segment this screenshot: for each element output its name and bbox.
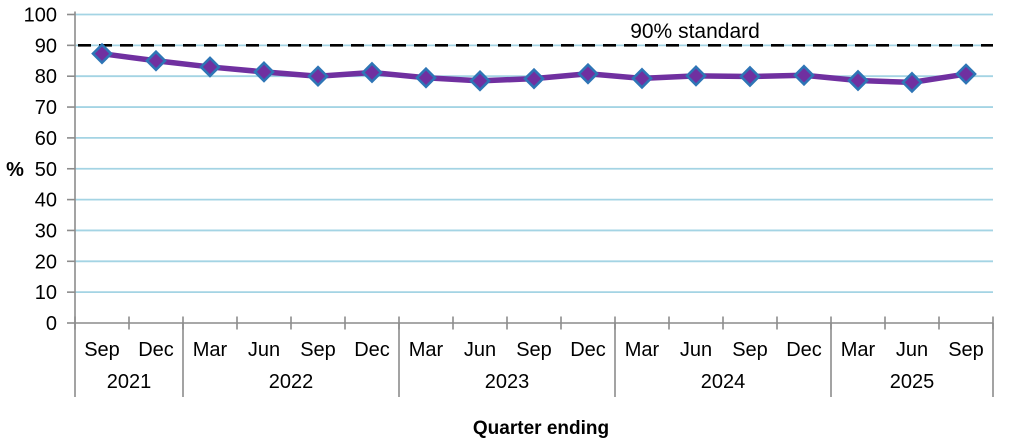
month-label: Jun <box>248 339 280 361</box>
y-tick-label: 30 <box>35 220 57 242</box>
y-tick-label: 80 <box>35 66 57 88</box>
month-label: Sep <box>732 339 768 361</box>
y-tick-label: 90 <box>35 35 57 57</box>
data-point-marker <box>199 56 221 78</box>
data-point-marker <box>253 61 275 83</box>
data-point-marker <box>901 71 923 94</box>
year-label: 2024 <box>701 371 746 393</box>
data-point-marker <box>793 64 815 87</box>
data-point-marker <box>469 69 491 92</box>
year-label: 2023 <box>485 371 530 393</box>
month-label: Dec <box>354 339 390 361</box>
month-label: Sep <box>84 339 120 361</box>
month-label: Sep <box>300 339 336 361</box>
y-tick-label: 50 <box>35 159 57 181</box>
y-tick-label: 10 <box>35 282 57 304</box>
month-label: Mar <box>625 339 660 361</box>
data-point-marker <box>361 61 383 84</box>
data-point-marker <box>145 49 167 72</box>
month-label: Dec <box>786 339 822 361</box>
month-label: Mar <box>193 339 228 361</box>
data-point-marker <box>415 66 437 89</box>
x-axis-title: Quarter ending <box>472 418 610 439</box>
y-tick-label: 40 <box>35 190 57 212</box>
data-point-marker <box>91 42 113 65</box>
month-label: Dec <box>570 339 606 361</box>
data-point-marker <box>307 65 329 88</box>
data-point-marker <box>631 67 653 90</box>
data-point-marker <box>739 65 761 88</box>
month-label: Mar <box>841 339 876 361</box>
reference-line-label: 90% standard <box>630 20 760 43</box>
month-label: Jun <box>896 339 928 361</box>
y-tick-label: 60 <box>35 128 57 150</box>
y-axis-title: % <box>6 159 24 181</box>
y-tick-label: 0 <box>46 313 57 335</box>
month-label: Sep <box>948 339 984 361</box>
data-point-marker <box>523 67 545 90</box>
y-tick-label: 20 <box>35 251 57 273</box>
year-label: 2021 <box>107 371 152 393</box>
data-point-marker <box>685 65 707 87</box>
y-tick-label: 100 <box>24 5 57 27</box>
data-point-marker <box>847 69 869 92</box>
data-point-marker <box>955 63 977 85</box>
y-tick-label: 70 <box>35 97 57 119</box>
month-label: Jun <box>464 339 496 361</box>
month-label: Mar <box>409 339 444 361</box>
month-label: Jun <box>680 339 712 361</box>
data-point-marker <box>577 62 599 85</box>
month-label: Sep <box>516 339 552 361</box>
month-label: Dec <box>138 339 174 361</box>
year-label: 2025 <box>890 371 935 393</box>
year-label: 2022 <box>269 371 314 393</box>
